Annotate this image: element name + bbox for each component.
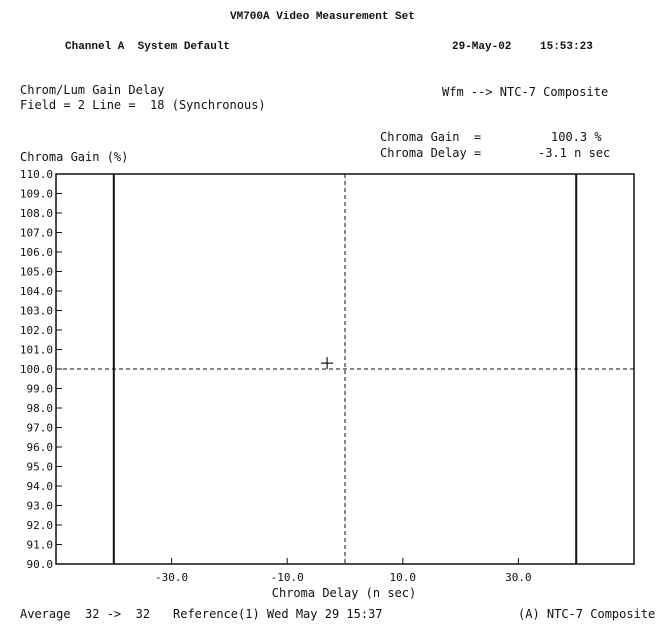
- x-axis-title: Chroma Delay (n sec): [272, 586, 417, 600]
- y-tick-label: 96.0: [27, 441, 54, 454]
- y-tick-label: 90.0: [27, 558, 54, 571]
- y-tick-label: 99.0: [27, 383, 54, 396]
- footer-source: (A) NTC-7 Composite: [518, 607, 656, 621]
- instrument-title: VM700A Video Measurement Set: [230, 11, 415, 23]
- chroma-delay-readout-value: -3.1 n sec: [538, 146, 611, 160]
- y-tick-label: 109.0: [20, 188, 53, 201]
- chroma-gain-readout-label: Chroma Gain =: [380, 130, 482, 144]
- x-tick-label: -30.0: [155, 571, 188, 584]
- y-tick-label: 105.0: [20, 266, 53, 279]
- data-point-marker: [321, 357, 334, 370]
- y-tick-label: 92.0: [27, 519, 54, 532]
- y-tick-label: 110.0: [20, 168, 53, 181]
- chroma-gain-readout-value: 100.3 %: [551, 130, 602, 144]
- measurement-name: Chrom/Lum Gain Delay: [20, 83, 165, 97]
- y-tick-label: 106.0: [20, 246, 53, 259]
- y-tick-label: 107.0: [20, 227, 53, 240]
- y-tick-label: 93.0: [27, 500, 54, 513]
- footer-average: Average 32 -> 32: [20, 607, 151, 621]
- y-tick-label: 97.0: [27, 422, 54, 435]
- x-tick-label: 10.0: [390, 571, 417, 584]
- channel-label: Channel A System Default: [65, 41, 231, 53]
- x-tick-label: 30.0: [505, 571, 532, 584]
- y-tick-label: 108.0: [20, 207, 53, 220]
- field-line-info: Field = 2 Line = 18 (Synchronous): [20, 98, 266, 112]
- footer-reference: Reference(1) Wed May 29 15:37: [173, 607, 383, 621]
- y-tick-label: 103.0: [20, 305, 53, 318]
- x-tick-label: -10.0: [271, 571, 304, 584]
- data-points: [321, 357, 334, 370]
- reference-lines: [56, 174, 634, 564]
- y-axis-ticks: 90.0 91.0 92.0 93.0 94.0 95.0 96.0 97.0 98.0 99.0…: [20, 168, 62, 571]
- y-tick-label: 91.0: [27, 539, 54, 552]
- x-axis-ticks: -30.0 -10.0 10.0 30.0: [155, 558, 532, 584]
- y-tick-label: 101.0: [20, 344, 53, 357]
- y-axis-title: Chroma Gain (%): [20, 150, 129, 164]
- chroma-delay-readout-label: Chroma Delay =: [380, 146, 482, 160]
- y-tick-label: 104.0: [20, 285, 53, 298]
- y-tick-label: 98.0: [27, 402, 54, 415]
- y-tick-label: 94.0: [27, 480, 54, 493]
- waveform-label: Wfm --> NTC-7 Composite: [442, 85, 609, 99]
- header-date: 29-May-02: [452, 41, 512, 53]
- y-tick-label: 100.0: [20, 363, 53, 376]
- y-tick-label: 102.0: [20, 324, 53, 337]
- y-tick-label: 95.0: [27, 461, 54, 474]
- header-time: 15:53:23: [540, 41, 593, 53]
